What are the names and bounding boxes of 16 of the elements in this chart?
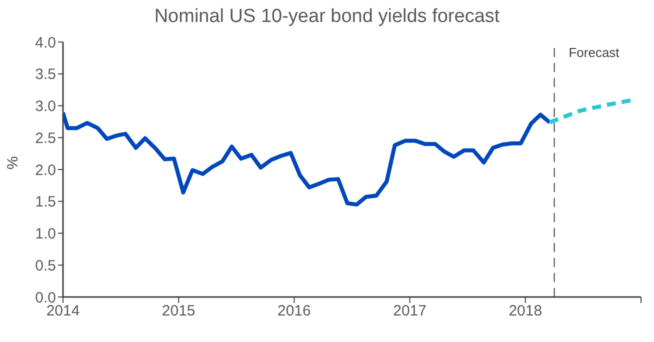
x-tick-label: 2017 bbox=[393, 302, 426, 320]
ref-line-label: Forecast bbox=[568, 45, 620, 60]
x-tick-label: 2015 bbox=[162, 302, 196, 320]
y-axis-title: % bbox=[4, 156, 22, 170]
y-tick-label: 2.0 bbox=[35, 162, 56, 179]
y-tick-label: 1.0 bbox=[35, 226, 56, 243]
x-tick-label: 2018 bbox=[508, 302, 542, 320]
y-tick-label: 2.5 bbox=[35, 130, 56, 147]
y-tick-label: 3.5 bbox=[35, 66, 56, 84]
line-series bbox=[63, 110, 552, 207]
x-tick-label: 2016 bbox=[278, 302, 311, 320]
y-tick-label: 0.5 bbox=[35, 257, 56, 274]
y-tick-label: 4.0 bbox=[35, 34, 56, 52]
y-tick-label: 3.0 bbox=[35, 98, 56, 116]
y-tick-label: 1.5 bbox=[35, 194, 56, 211]
chart-title: Nominal US 10-year bond yields forecast bbox=[153, 6, 501, 28]
